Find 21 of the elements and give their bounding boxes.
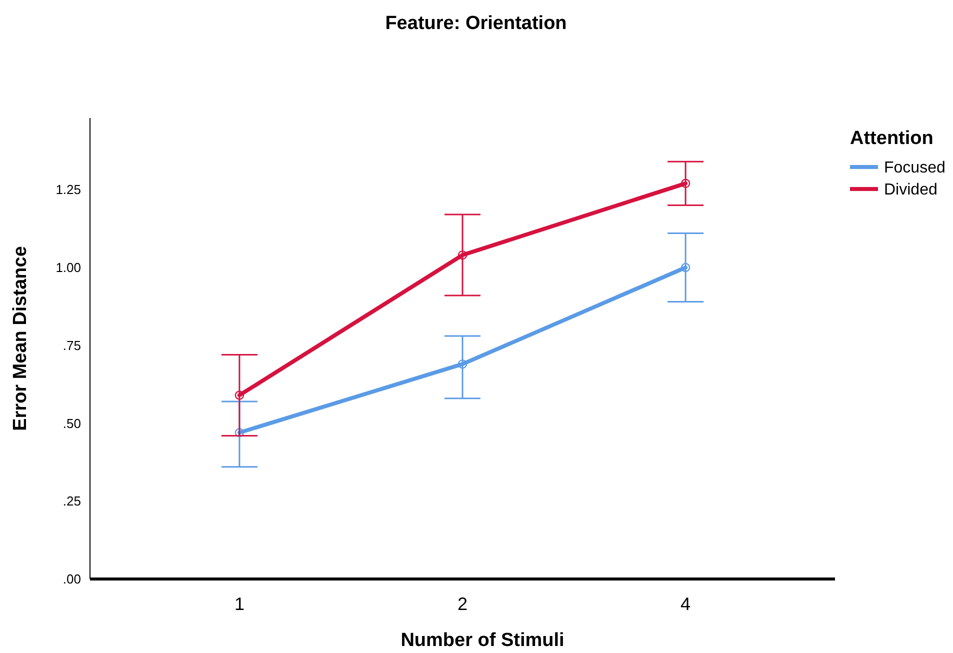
point bbox=[680, 178, 690, 188]
x-tick-label: 1 bbox=[234, 594, 244, 614]
y-tick-label: 1.00 bbox=[56, 260, 81, 276]
y-tick-label: .50 bbox=[62, 416, 81, 431]
point bbox=[458, 359, 468, 369]
y-tick-label: 1.25 bbox=[56, 182, 81, 198]
chart-title: Feature: Orientation bbox=[385, 13, 567, 34]
y-tick-label: .25 bbox=[62, 494, 81, 509]
legend-label: Focused bbox=[884, 160, 946, 177]
point bbox=[458, 250, 468, 260]
y-tick-label: .00 bbox=[62, 572, 81, 587]
point bbox=[234, 390, 244, 400]
y-tick-label: .75 bbox=[62, 338, 81, 353]
point bbox=[234, 428, 244, 438]
x-tick-label: 4 bbox=[680, 594, 691, 614]
legend-title: Attention bbox=[850, 128, 934, 149]
x-axis-title: Number of Stimuli bbox=[400, 630, 564, 651]
point bbox=[680, 262, 690, 272]
x-tick-label: 2 bbox=[457, 594, 468, 614]
y-axis-title: Error Mean Distance bbox=[10, 246, 31, 431]
legend-label: Divided bbox=[884, 182, 938, 199]
